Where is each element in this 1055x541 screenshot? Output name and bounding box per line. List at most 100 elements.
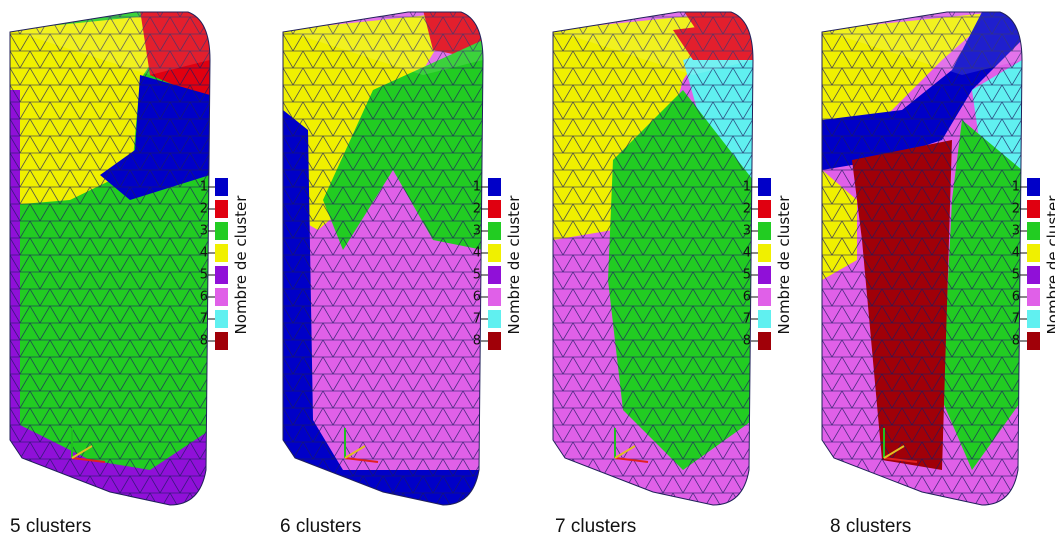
legend-label: 5 — [200, 268, 208, 283]
legend-label: 1 — [473, 180, 481, 195]
legend-swatch — [488, 200, 501, 218]
caption: 8 clusters — [830, 516, 911, 537]
axis-glyph — [71, 445, 93, 459]
mesh-panel: 1 2 3 4 5 6 7 8 Nombre de cluster — [552, 11, 793, 506]
legend-label: 2 — [200, 202, 208, 217]
outline — [821, 11, 1023, 506]
legend-label: 3 — [200, 224, 208, 239]
legend-label: 5 — [473, 268, 481, 283]
legend-swatch — [215, 266, 228, 284]
legend-label: 4 — [743, 246, 751, 261]
shade — [10, 12, 210, 75]
axis-glyph — [614, 457, 649, 463]
axis-glyph — [883, 457, 918, 463]
axis-glyph — [344, 445, 366, 459]
mesh-body — [283, 12, 483, 505]
legend-label: 1 — [743, 180, 751, 195]
legend-label: 8 — [743, 334, 751, 349]
mesh-panel: 1 2 3 4 5 6 7 8 Nombre de cluster — [282, 11, 523, 506]
legend-label: 4 — [1012, 246, 1020, 261]
legend-label: 3 — [1012, 224, 1020, 239]
legend-swatch — [488, 332, 501, 350]
legend-label: 8 — [1012, 334, 1020, 349]
legend-label: 8 — [200, 334, 208, 349]
legend-label: 6 — [743, 290, 751, 305]
legend-swatch — [488, 266, 501, 284]
legend-swatch — [758, 332, 771, 350]
legend-title: Nombre de cluster — [505, 195, 523, 335]
legend-label: 3 — [743, 224, 751, 239]
legend-swatch — [1027, 266, 1040, 284]
legend-swatch — [488, 178, 501, 196]
legend-label: 4 — [200, 246, 208, 261]
legend-label: 6 — [473, 290, 481, 305]
legend-label: 6 — [1012, 290, 1020, 305]
legend-label: 7 — [1012, 312, 1020, 327]
mesh-grid — [10, 12, 210, 505]
mesh-grid — [283, 12, 483, 505]
axis-glyph — [71, 457, 106, 463]
legend-swatch — [215, 222, 228, 240]
legend-title: Nombre de cluster — [232, 195, 250, 335]
legend-label: 3 — [473, 224, 481, 239]
legend-swatch — [488, 244, 501, 262]
legend-title: Nombre de cluster — [775, 195, 793, 335]
legend-swatch — [758, 178, 771, 196]
legend-label: 7 — [200, 312, 208, 327]
caption: 5 clusters — [10, 516, 91, 537]
legend-swatch — [215, 310, 228, 328]
legend-label: 8 — [473, 334, 481, 349]
legend-label: 1 — [1012, 180, 1020, 195]
axis-glyph — [883, 445, 905, 459]
legend-label: 2 — [473, 202, 481, 217]
axis-glyph — [344, 457, 379, 463]
legend-title: Nombre de cluster — [1044, 195, 1055, 335]
mesh-body — [10, 12, 210, 505]
caption: 7 clusters — [555, 516, 636, 537]
legend-label: 4 — [473, 246, 481, 261]
legend-swatch — [215, 288, 228, 306]
outline — [552, 11, 754, 506]
legend-swatch — [215, 200, 228, 218]
legend-swatch — [215, 332, 228, 350]
legend-label: 1 — [200, 180, 208, 195]
outline — [9, 11, 211, 506]
legend-swatch — [758, 200, 771, 218]
legend-label: 5 — [1012, 268, 1020, 283]
legend-swatch — [488, 288, 501, 306]
legend-swatch — [488, 310, 501, 328]
legend-swatch — [758, 244, 771, 262]
legend-swatch — [488, 222, 501, 240]
legend-swatch — [758, 310, 771, 328]
outline — [282, 11, 484, 506]
shade — [822, 12, 1022, 75]
mesh-grid — [553, 12, 753, 505]
legend-label: 7 — [743, 312, 751, 327]
legend-swatch — [1027, 200, 1040, 218]
legend-swatch — [758, 266, 771, 284]
legend-swatch — [1027, 310, 1040, 328]
mesh-panel: 1 2 3 4 5 6 7 8 Nombre de cluster — [821, 11, 1055, 506]
legend-swatch — [215, 244, 228, 262]
caption: 6 clusters — [280, 516, 361, 537]
mesh-panel: 1 2 3 4 5 6 7 8 Nombre de cluster — [9, 11, 250, 506]
legend-swatch — [1027, 178, 1040, 196]
legend-swatch — [1027, 244, 1040, 262]
legend-label: 6 — [200, 290, 208, 305]
legend-label: 7 — [473, 312, 481, 327]
mesh-body — [822, 12, 1022, 505]
mesh-grid — [822, 12, 1022, 505]
shade — [283, 12, 483, 75]
legend-label: 2 — [743, 202, 751, 217]
legend-swatch — [1027, 222, 1040, 240]
legend-swatch — [758, 222, 771, 240]
legend-swatch — [215, 178, 228, 196]
axis-glyph — [614, 445, 636, 459]
mesh-body — [553, 12, 753, 505]
shade — [553, 12, 753, 75]
legend-swatch — [1027, 332, 1040, 350]
legend-swatch — [758, 288, 771, 306]
legend-label: 5 — [743, 268, 751, 283]
